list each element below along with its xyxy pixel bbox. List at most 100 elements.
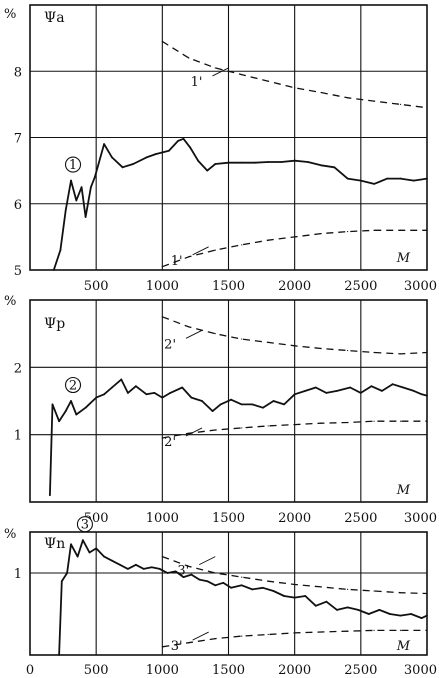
- data-point: [121, 166, 124, 169]
- data-point: [240, 403, 243, 406]
- annotation-circle: [64, 156, 82, 173]
- data-point: [294, 423, 296, 426]
- data-point: [134, 563, 137, 566]
- annotation-circle: [76, 516, 93, 533]
- x-tick-label: 3000: [404, 511, 437, 526]
- data-point: [283, 403, 285, 406]
- annotation-label: 3': [177, 564, 189, 579]
- data-point: [412, 179, 415, 182]
- data-point: [241, 576, 243, 578]
- data-point: [95, 396, 98, 399]
- data-point: [294, 236, 296, 238]
- data-point: [240, 584, 243, 587]
- data-point: [169, 392, 172, 394]
- data-point: [181, 386, 184, 389]
- data-point: [267, 580, 269, 582]
- data-point: [174, 570, 177, 573]
- data-point: [241, 427, 243, 429]
- data-point: [402, 386, 405, 389]
- data-point: [142, 568, 145, 570]
- data-point: [283, 595, 285, 597]
- data-point: [426, 629, 428, 632]
- data-point: [272, 400, 275, 402]
- data-point: [357, 609, 360, 611]
- data-point: [359, 392, 362, 394]
- data-point: [214, 67, 216, 69]
- data-point: [134, 385, 137, 388]
- data-point: [88, 551, 91, 554]
- data-point: [188, 642, 190, 644]
- y-tick-label: 6: [14, 198, 22, 213]
- y-tick-label: 5: [14, 264, 22, 279]
- data-point: [373, 100, 375, 102]
- data-point: [347, 349, 349, 352]
- y-axis-label: Ψa: [44, 10, 65, 26]
- data-point: [48, 494, 51, 497]
- data-point: [188, 57, 190, 59]
- panel-psi-n: 0 500 1000 1500 2000 2500 3000 1% Ψn M 3 3' 3': [4, 516, 437, 678]
- data-point: [64, 209, 67, 212]
- data-point: [347, 421, 349, 424]
- data-point: [347, 588, 349, 591]
- data-point: [201, 400, 203, 402]
- data-point: [240, 161, 243, 164]
- x-tick-label: 1000: [146, 511, 179, 526]
- data-point: [399, 229, 402, 231]
- x-tick-label: 1500: [212, 279, 245, 294]
- annotation-leader: [192, 631, 209, 641]
- data-point: [189, 146, 192, 149]
- data-point: [426, 592, 428, 595]
- x-tick-label: 1500: [212, 511, 245, 526]
- x-axis-label: M: [396, 639, 411, 654]
- data-point: [190, 396, 193, 399]
- data-point: [70, 400, 72, 402]
- data-point: [154, 153, 157, 155]
- data-point: [153, 392, 156, 394]
- data-point: [280, 161, 283, 163]
- data-point: [426, 351, 428, 354]
- data-point: [132, 163, 135, 165]
- data-point: [168, 149, 170, 152]
- data-point: [161, 646, 163, 648]
- data-point: [188, 565, 190, 568]
- data-point: [214, 163, 217, 165]
- data-point: [161, 316, 163, 318]
- data-point: [95, 547, 98, 550]
- data-point: [267, 239, 269, 241]
- annotation-circle: [64, 376, 82, 394]
- data-point: [161, 266, 163, 268]
- x-tick-label: 500: [84, 663, 109, 678]
- data-point: [182, 137, 185, 140]
- data-point: [399, 353, 402, 355]
- x-tick-label: 1000: [146, 663, 179, 678]
- data-point: [64, 410, 67, 412]
- annotation-label: 2: [69, 379, 77, 394]
- data-point: [70, 543, 72, 546]
- annotation-leader: [199, 556, 216, 566]
- data-point: [119, 563, 121, 566]
- data-point: [214, 249, 216, 251]
- data-point: [420, 393, 423, 396]
- data-point: [294, 632, 296, 634]
- x-axis-label: M: [396, 251, 411, 266]
- data-point: [294, 345, 296, 347]
- data-point: [93, 176, 96, 179]
- data-point: [214, 584, 217, 587]
- data-point: [75, 413, 78, 416]
- data-point: [211, 410, 214, 412]
- data-point: [373, 229, 375, 231]
- data-point: [367, 613, 370, 615]
- data-point: [80, 186, 83, 189]
- data-point: [198, 578, 201, 581]
- data-point: [294, 87, 296, 89]
- annotation-label: 1': [171, 254, 183, 269]
- data-point: [349, 386, 352, 389]
- x-axis-label: M: [396, 483, 411, 498]
- data-point: [76, 555, 79, 558]
- data-point: [188, 326, 190, 328]
- x-tick-label: 2000: [278, 511, 311, 526]
- annotation-label: 2': [164, 435, 176, 450]
- data-point: [145, 393, 148, 396]
- x-tick-label: 0: [26, 663, 34, 678]
- data-point: [399, 103, 402, 105]
